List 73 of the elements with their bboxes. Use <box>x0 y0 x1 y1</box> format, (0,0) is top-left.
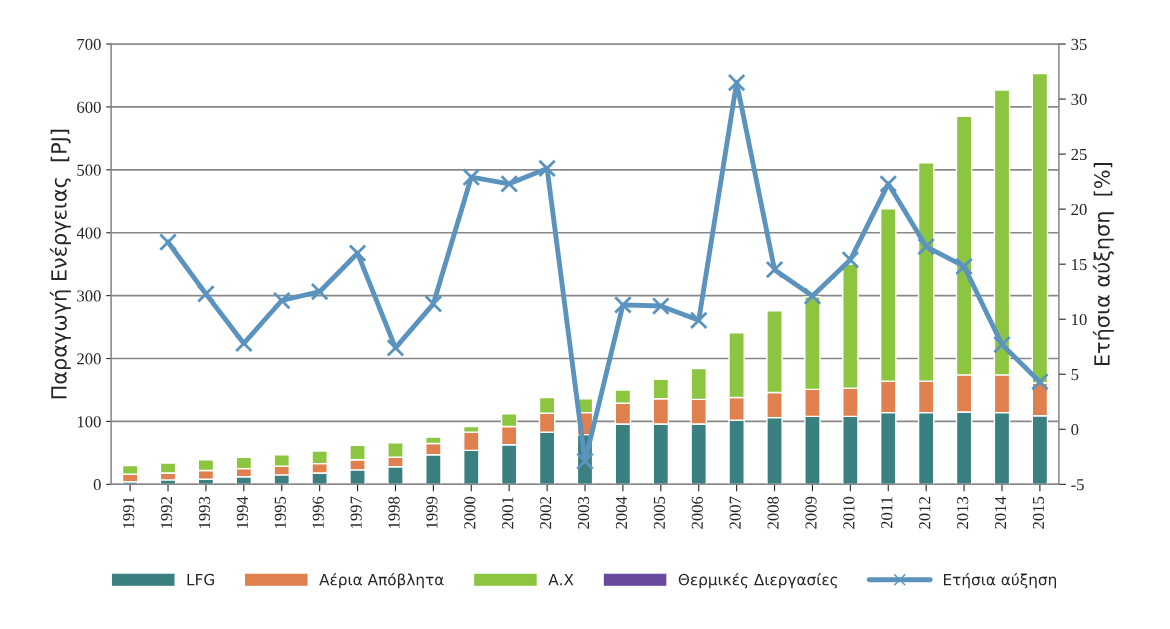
point <box>500 174 519 193</box>
y-tick-label: 300 <box>77 290 101 302</box>
point <box>917 237 936 256</box>
x-tick-label: 2008 <box>767 496 779 529</box>
y2-tick-label: 35 <box>1071 38 1087 50</box>
x-tick-label: 1991 <box>123 497 135 528</box>
point <box>1030 372 1049 391</box>
point <box>955 257 974 276</box>
point <box>841 250 860 269</box>
x-tick-label: 2012 <box>919 497 931 529</box>
point <box>689 311 708 330</box>
point <box>386 338 405 357</box>
y2-tick-label: 5 <box>1071 369 1079 381</box>
point <box>651 296 670 316</box>
y-tick-label: 400 <box>76 227 101 239</box>
point <box>575 452 595 471</box>
point <box>234 334 253 353</box>
point <box>158 233 178 252</box>
x-tick-label: 2014 <box>994 496 1007 529</box>
y-tick-label: 0 <box>93 479 101 491</box>
x-tick-label: 1994 <box>236 496 248 528</box>
y2-tick-label: -5 <box>1071 479 1084 491</box>
point <box>727 73 746 92</box>
x-tick-label: 1996 <box>312 496 324 528</box>
point <box>348 244 367 263</box>
x-tick-label: 1998 <box>388 496 400 528</box>
x-tick-label: 2004 <box>615 496 628 529</box>
legend-label: Α.Χ <box>548 574 574 586</box>
x-tick-label: 2002 <box>540 497 552 529</box>
y-tick-label: 500 <box>77 164 101 176</box>
y2-tick-label: 0 <box>1071 423 1079 436</box>
point <box>272 291 291 310</box>
x-tick-label: 2015 <box>1032 496 1045 529</box>
legend-label: LFG <box>187 573 214 586</box>
x-tick-label: 1993 <box>198 496 211 528</box>
point <box>310 282 329 301</box>
x-tick-label: 2006 <box>691 496 703 529</box>
y-tick-label: 100 <box>77 416 101 428</box>
x-tick-label: 2000 <box>464 496 476 529</box>
y2-tick-label: 20 <box>1071 203 1087 216</box>
y-tick-label: 600 <box>77 101 101 113</box>
x-tick-label: 2011 <box>881 497 893 529</box>
y-tick-label: 700 <box>77 38 101 50</box>
x-tick-label: 1995 <box>274 496 286 528</box>
y2-tick-label: 30 <box>1071 93 1087 106</box>
y-axis-title: Παραγωγή Ενέργειας [PJ] <box>49 129 71 399</box>
x-tick-label: 2009 <box>805 496 817 529</box>
legend-label: Αέρια Απόβλητα <box>319 572 444 589</box>
x-tick-label: 1997 <box>350 496 362 528</box>
legend-label: Θερμικές Διεργασίες <box>678 572 838 589</box>
point <box>196 284 215 303</box>
point <box>803 287 822 306</box>
point <box>879 174 898 193</box>
y2-tick-label: 10 <box>1072 313 1087 326</box>
point <box>424 294 443 313</box>
x-tick-label: 2003 <box>577 496 590 529</box>
y2-tick-label: 15 <box>1072 258 1087 271</box>
point <box>613 295 632 314</box>
point <box>538 159 557 178</box>
y2-axis-title: Ετήσια αύξηση [%] <box>1092 163 1114 366</box>
point <box>462 168 481 187</box>
y-tick-label: 200 <box>77 353 101 365</box>
x-tick-label: 2010 <box>843 496 855 529</box>
x-tick-label: 1999 <box>426 496 438 528</box>
point <box>992 335 1012 354</box>
x-tick-label: 2001 <box>502 497 514 529</box>
legend-label: Ετήσια αύξηση <box>943 572 1056 589</box>
x-tick-label: 2007 <box>729 496 741 529</box>
x-tick-label: 2013 <box>957 496 969 529</box>
x-tick-label: 1992 <box>160 497 173 528</box>
point <box>765 260 784 279</box>
y2-tick-label: 25 <box>1071 148 1087 161</box>
x-tick-label: 2005 <box>653 496 665 529</box>
